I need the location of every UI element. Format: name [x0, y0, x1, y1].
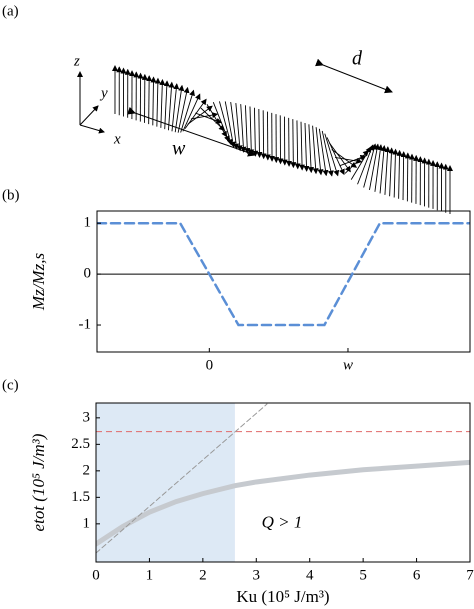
spin-arrow	[294, 120, 301, 170]
spin-arrow	[240, 104, 247, 153]
spin-arrow	[384, 146, 391, 195]
shaded-region	[96, 403, 235, 562]
x-tick-label: 0	[206, 357, 214, 373]
spin-arrow	[324, 133, 340, 177]
spin-arrow	[212, 102, 230, 143]
spin-arrow	[344, 150, 370, 174]
spin-arrow	[328, 142, 351, 173]
spin-arrow	[187, 105, 213, 125]
spin-arrow	[174, 84, 185, 133]
spin-arrow	[177, 86, 190, 133]
width-label: w	[172, 138, 186, 160]
spin-arrow	[312, 125, 319, 175]
axis-label: x	[113, 131, 121, 147]
spin-arrow	[392, 148, 399, 198]
spin-arrow	[379, 145, 387, 194]
spin-arrow	[171, 83, 180, 132]
spin-arrow	[335, 157, 363, 164]
y-tick-label: 1	[83, 515, 91, 531]
spin-arrow	[315, 127, 324, 176]
spin-arrow	[224, 101, 236, 148]
spin-arrow	[154, 77, 161, 127]
spin-arrow	[308, 124, 314, 174]
spin-arrow	[400, 151, 407, 201]
spin-arrow	[146, 75, 153, 125]
spin-arrow	[248, 106, 255, 156]
y-tick-label: 1	[84, 215, 92, 231]
x-axis-label: Ku (10⁵ J/m³)	[236, 587, 329, 606]
x-tick-label: 1	[146, 567, 154, 583]
spin-arrow	[318, 128, 329, 177]
y-tick-label: 0	[84, 266, 92, 282]
annotation: Q > 1	[262, 513, 303, 532]
spin-arrow	[388, 147, 395, 197]
axis-label: z	[73, 53, 80, 69]
axis-label: y	[99, 85, 108, 101]
x-tick-label: 7	[466, 567, 474, 583]
y-tick-label: 2	[83, 462, 91, 478]
axis-arrow	[79, 105, 99, 126]
panel-label: (c)	[2, 377, 19, 393]
spin-arrow	[252, 107, 259, 157]
series-line	[97, 221, 470, 327]
y-axis-label: Mz/Mz,s	[29, 253, 48, 312]
spin-arrow	[303, 122, 310, 172]
spin-arrow	[180, 89, 195, 133]
panel-label: (a)	[2, 3, 19, 19]
spin-arrow	[235, 102, 243, 152]
y-tick-label: 3	[83, 409, 91, 425]
spin-arrow	[374, 144, 384, 192]
panel-label: (b)	[2, 187, 20, 203]
spin-arrow	[396, 149, 403, 199]
series-line	[96, 403, 268, 554]
spin-arrow	[230, 102, 240, 150]
spin-arrow	[350, 146, 372, 180]
period-label: d	[352, 48, 363, 70]
spin-arrow	[167, 81, 175, 131]
spin-arrow	[150, 76, 157, 126]
y-tick-label: 2.5	[71, 436, 90, 452]
spin-arrow	[299, 121, 306, 171]
x-tick-label: 0	[92, 567, 100, 583]
spin-arrow	[182, 93, 201, 132]
x-tick-label: 3	[253, 567, 261, 583]
spin-arrow	[244, 105, 251, 155]
y-tick-label: -1	[79, 316, 92, 332]
spin-arrow	[321, 130, 334, 177]
plot-frame	[96, 210, 471, 353]
x-tick-label: w	[343, 357, 353, 373]
spin-arrow	[331, 149, 358, 168]
x-tick-label: 5	[359, 567, 367, 583]
axis-arrow	[79, 124, 105, 134]
x-tick-label: 6	[413, 567, 421, 583]
period-arrow	[315, 58, 393, 94]
spin-arrow	[163, 80, 170, 130]
chart-panel: (b) 0 w -1 0 1 Mz/Mz,s	[2, 187, 471, 373]
y-axis-label: etot (10⁵ J/m³)	[29, 433, 48, 531]
plot-frame	[95, 402, 471, 563]
spin-arrow	[369, 143, 380, 191]
x-tick-label: 2	[199, 567, 207, 583]
spin-arrow	[290, 119, 297, 169]
spin-arrow	[357, 144, 374, 185]
spin-arrow	[159, 78, 166, 128]
y-tick-label: 1.5	[71, 489, 90, 505]
spin-arrow	[256, 109, 263, 159]
spin-arrow	[206, 104, 228, 138]
series-line	[96, 459, 470, 547]
chart-panel: (c) 0 1 2 3 4 5 6 7 1 1.5 2 2.5 3 etot (10⁵ J/m³) Ku (1…	[2, 377, 474, 605]
spin-arrow	[363, 143, 377, 188]
x-tick-label: 4	[306, 567, 314, 583]
spin-arrow	[219, 101, 233, 146]
spin-diagram: (a) z y x w d	[2, 3, 454, 215]
